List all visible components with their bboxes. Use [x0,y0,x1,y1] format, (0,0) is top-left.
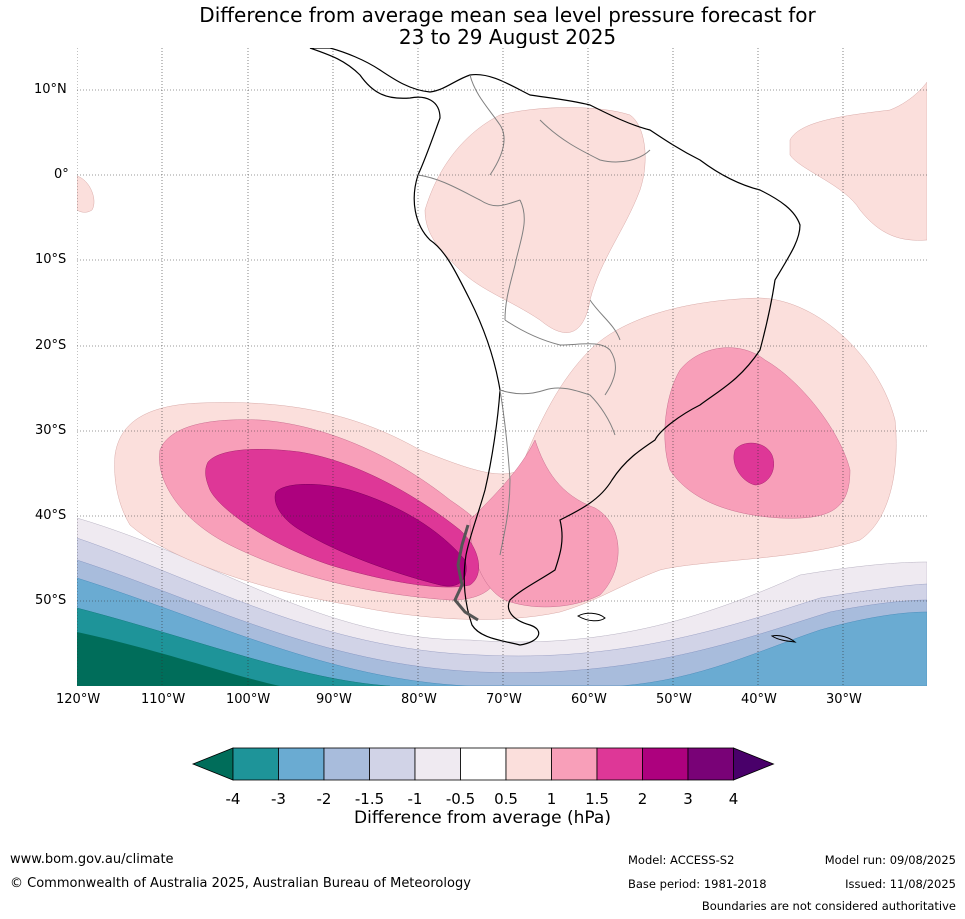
lat-label-40s: 40°S [35,508,67,523]
colorbar-swatch [642,747,689,781]
positive-anomaly-regions [77,81,927,620]
footer-disclaimer: Boundaries are not considered authoritat… [701,899,956,913]
lon-label-80w: 80°W [401,692,437,707]
colorbar-over-arrow [733,747,775,781]
colorbar-tick-label: -4 [225,790,241,808]
colorbar-tick-label: 2 [637,790,648,808]
coastlines [309,48,801,646]
footer-issued: Issued: 11/08/2025 [845,877,956,891]
lon-label-40w: 40°W [741,692,777,707]
colorbar-tick-label: 4 [728,790,739,808]
footer-model: Model: ACCESS-S2 [628,853,735,867]
colorbar-tick-label: 1 [546,790,557,808]
negative-anomaly-bands [77,517,927,686]
lat-label-10n: 10°N [34,82,67,97]
colorbar-tick-label: -1.5 [354,790,385,808]
colorbar-tick-label: 1.5 [585,790,609,808]
colorbar-swatch [687,747,734,781]
country-borders [417,74,651,556]
colorbar-swatch [323,747,370,781]
lon-label-110w: 110°W [141,692,186,707]
colorbar-tick-label: -3 [271,790,286,808]
colorbar-tick-label: 3 [683,790,693,808]
colorbar-tick-label: -0.5 [445,790,476,808]
lon-label-60w: 60°W [571,692,607,707]
colorbar-swatch [505,747,552,781]
gridlines [77,48,927,686]
colorbar-title: Difference from average (hPa) [354,808,611,828]
colorbar-swatch [414,747,461,781]
lon-label-120w: 120°W [56,692,101,707]
lat-label-20s: 20°S [35,338,67,353]
colorbar-tick-label: 0.5 [494,790,518,808]
lon-label-30w: 30°W [826,692,862,707]
colorbar-swatch [551,747,598,781]
lat-label-10s: 10°S [35,252,67,267]
colorbar-swatch [596,747,643,781]
lat-label-50s: 50°S [35,593,67,608]
colorbar-swatch [460,747,507,781]
footer-model-run: Model run: 09/08/2025 [824,853,956,867]
map-title: Difference from average mean sea level p… [0,4,965,48]
footer-website: www.bom.gov.au/climate [10,852,174,867]
lon-label-90w: 90°W [316,692,352,707]
lon-label-50w: 50°W [656,692,692,707]
colorbar-swatch [369,747,416,781]
colorbar-tick-label: -2 [316,790,332,808]
lat-label-0: 0° [54,167,69,182]
map-area [77,48,927,686]
map-title-line2: 23 to 29 August 2025 [398,25,617,49]
colorbar-swatch [278,747,325,781]
lon-label-70w: 70°W [486,692,522,707]
map-title-line1: Difference from average mean sea level p… [199,3,816,27]
lat-label-30s: 30°S [35,423,67,438]
colorbar-under-arrow [191,747,234,781]
footer-base-period: Base period: 1981-2018 [628,877,767,891]
colorbar-swatch [232,747,279,781]
footer-copyright: © Commonwealth of Australia 2025, Austra… [10,876,471,891]
colorbar-tick-label: -1 [407,790,423,808]
lon-label-100w: 100°W [226,692,271,707]
colorbar [191,747,775,781]
